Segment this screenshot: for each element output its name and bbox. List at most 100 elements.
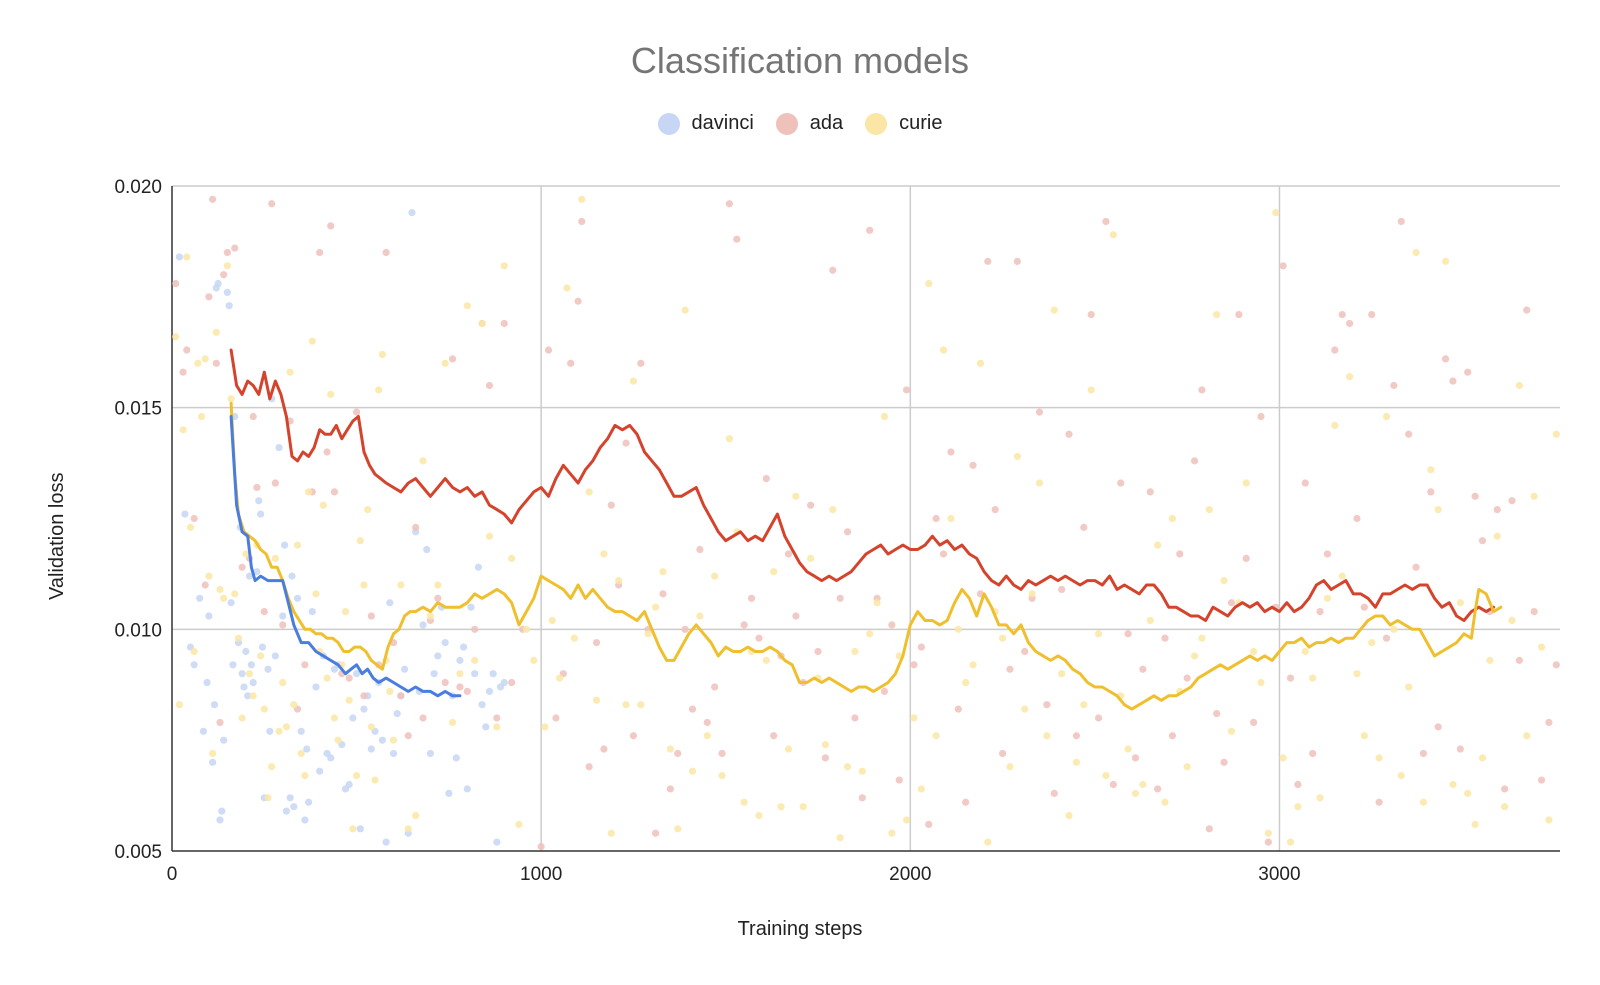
data-point-ada [696,545,704,554]
data-point-curie [179,426,187,434]
data-point-ada [903,386,911,394]
data-point-davinci [301,816,309,824]
data-point-curie [1508,616,1516,625]
legend-item-davinci[interactable]: davinci [657,112,754,135]
x-axis-title: Training steps [737,918,863,940]
data-point-curie [969,661,977,669]
data-point-davinci [264,665,272,673]
data-point-curie [607,829,615,837]
data-point-curie [412,811,420,820]
data-point-ada [659,590,667,598]
data-point-ada [851,714,859,722]
trendline-ada [229,348,1496,622]
data-point-curie [1427,466,1435,474]
data-point-curie [434,581,442,589]
data-point-curie [220,594,228,602]
data-point-curie [330,714,339,722]
data-point-ada [585,763,593,771]
data-point-ada [674,749,682,758]
data-point-curie [175,701,183,709]
data-point-curie [522,625,530,633]
data-point-curie [212,328,220,336]
data-point-ada [622,439,630,447]
data-point-davinci [493,838,501,846]
data-point-curie [386,687,394,696]
data-point-ada [419,714,427,722]
data-point-ada [327,222,335,230]
data-point-curie [1397,772,1405,780]
data-point-curie [319,501,327,509]
data-point-davinci [203,678,211,687]
data-point-curie [1493,532,1501,540]
data-point-ada [316,248,324,257]
data-point-davinci [452,754,460,762]
data-point-ada [814,647,822,656]
data-point-curie [1419,798,1428,806]
data-point-curie [441,359,449,367]
data-point-curie [1360,732,1368,740]
data-point-ada [733,235,741,243]
data-point-ada [925,820,933,829]
data-point-ada [345,674,353,682]
data-point-ada [448,355,457,363]
data-point-davinci [297,727,305,735]
data-point-curie [478,319,486,328]
data-point-curie [312,590,320,598]
data-point-davinci [245,572,254,580]
data-point-davinci [482,723,490,731]
data-point-ada [1072,732,1081,740]
data-point-davinci [218,807,226,815]
data-point-curie [463,302,471,310]
data-point-curie [563,284,571,292]
data-point-ada [1471,492,1479,500]
data-point-ada [301,661,309,669]
data-point-curie [1050,306,1058,314]
data-point-curie [1353,670,1361,678]
data-point-curie [755,811,763,820]
legend-item-ada[interactable]: ada [775,112,843,135]
data-point-curie [1013,452,1021,461]
data-point-curie [308,337,316,345]
data-point-curie [293,541,302,549]
data-point-curie [644,630,652,638]
data-point-ada [755,634,763,642]
data-point-curie [556,674,564,682]
data-point-curie [1006,763,1014,771]
data-point-davinci [485,687,494,696]
data-point-davinci [205,612,213,620]
data-point-ada [1501,785,1509,793]
data-point-curie [688,767,697,775]
data-point-curie [1486,656,1494,664]
legend-marker-curie [865,112,888,135]
data-point-curie [629,377,638,385]
data-point-ada [271,479,279,487]
data-point-davinci [434,652,442,660]
data-point-ada [1390,381,1398,390]
data-point-ada [947,448,955,456]
data-point-davinci [445,789,453,797]
data-point-curie [242,550,250,558]
data-point-curie [696,612,704,620]
data-point-ada [201,581,209,589]
data-point-ada [1124,630,1132,638]
data-point-ada [1368,310,1376,319]
data-point-curie [1139,780,1147,789]
data-point-davinci [266,727,274,735]
data-point-ada [179,368,187,376]
data-point-curie [1545,816,1553,824]
data-point-curie [1109,231,1117,239]
data-point-ada [1220,758,1228,766]
legend-item-curie[interactable]: curie [865,112,943,135]
data-point-curie [1552,430,1560,438]
data-point-davinci [190,661,198,669]
data-point-curie [1205,506,1213,514]
data-point-ada [268,200,276,208]
data-point-curie [548,616,556,625]
data-point-curie [541,723,549,731]
data-point-davinci [382,838,390,846]
data-point-curie [1080,701,1088,709]
data-point-ada [747,594,756,602]
data-point-ada [1530,608,1538,616]
data-point-curie [637,701,645,709]
data-point-ada [434,594,442,602]
